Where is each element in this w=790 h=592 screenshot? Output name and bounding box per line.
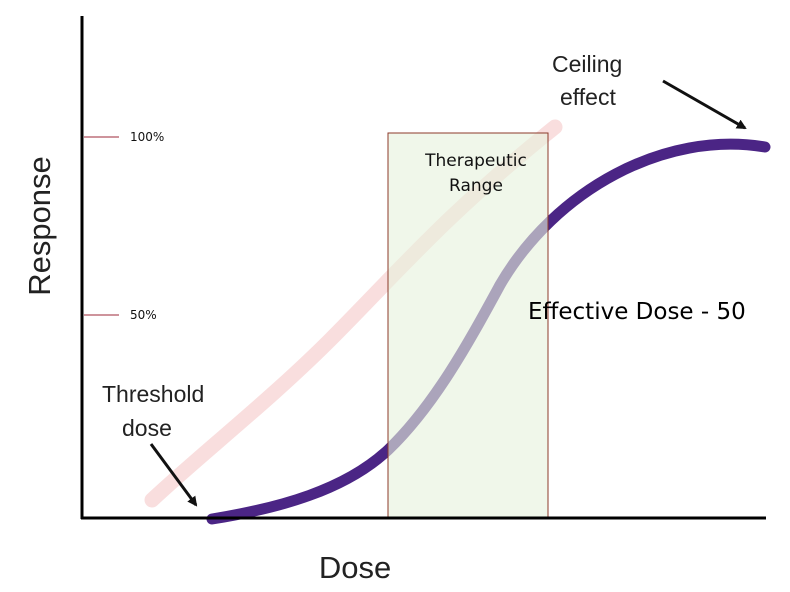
y-axis-title: Response [22,156,57,296]
ed50-label: Effective Dose - 50 [528,299,746,325]
therapeutic-range-label-line2: Range [449,176,503,196]
ceiling-label-line2: effect [560,84,616,110]
ceiling-label-line1: Ceiling [552,51,622,77]
therapeutic-range-box [387,132,549,518]
threshold-label-line2: dose [122,415,172,441]
tick-100-label: 100% [130,130,164,144]
x-axis-title: Dose [319,550,391,585]
therapeutic-range-label-line1: Therapeutic [424,151,527,171]
threshold-label-line1: Threshold [102,381,204,407]
ceiling-arrow [662,79,747,130]
threshold-arrow [149,443,198,507]
tick-50-label: 50% [130,308,157,322]
